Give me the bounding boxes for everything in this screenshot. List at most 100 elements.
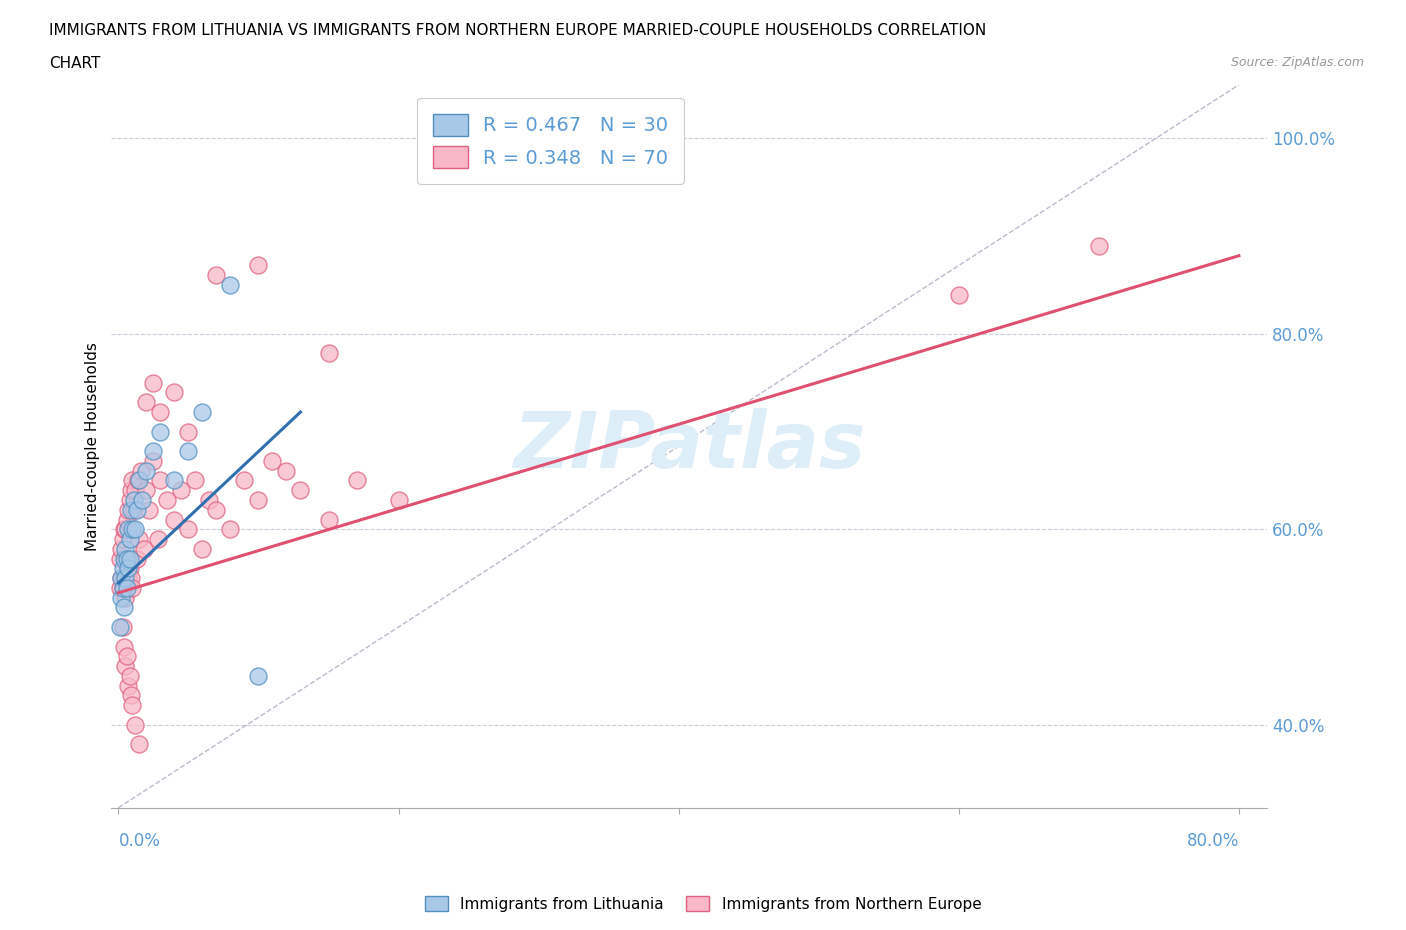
- Point: [112, 639, 135, 654]
- Point: [111, 561, 134, 576]
- Point: [184, 473, 207, 488]
- Point: [346, 473, 368, 488]
- Point: [121, 522, 143, 537]
- Point: [205, 268, 228, 283]
- Point: [177, 522, 200, 537]
- Point: [117, 571, 139, 586]
- Point: [115, 580, 138, 595]
- Point: [112, 551, 135, 566]
- Point: [163, 385, 186, 400]
- Point: [112, 600, 135, 615]
- Point: [118, 532, 141, 547]
- Point: [318, 512, 340, 527]
- Point: [110, 571, 132, 586]
- Y-axis label: Married-couple Households: Married-couple Households: [86, 342, 100, 551]
- Point: [127, 473, 149, 488]
- Point: [115, 551, 138, 566]
- Point: [117, 678, 139, 693]
- Point: [120, 688, 142, 703]
- Point: [114, 522, 136, 537]
- Point: [125, 502, 148, 517]
- Point: [128, 473, 150, 488]
- Point: [170, 483, 193, 498]
- Point: [125, 551, 148, 566]
- Point: [177, 444, 200, 458]
- Point: [122, 493, 145, 508]
- Point: [124, 483, 146, 498]
- Point: [124, 717, 146, 732]
- Point: [177, 424, 200, 439]
- Point: [247, 669, 270, 684]
- Text: Source: ZipAtlas.com: Source: ZipAtlas.com: [1230, 56, 1364, 69]
- Point: [163, 473, 186, 488]
- Point: [110, 591, 132, 605]
- Point: [149, 405, 172, 419]
- Point: [114, 551, 136, 566]
- Point: [156, 493, 179, 508]
- Point: [318, 346, 340, 361]
- Point: [247, 493, 270, 508]
- Point: [114, 571, 136, 586]
- Point: [121, 698, 143, 712]
- Point: [149, 424, 172, 439]
- Point: [121, 473, 143, 488]
- Point: [115, 551, 138, 566]
- Point: [108, 580, 131, 595]
- Point: [112, 571, 135, 586]
- Point: [138, 502, 160, 517]
- Point: [122, 502, 145, 517]
- Point: [219, 277, 242, 292]
- Point: [387, 493, 409, 508]
- Point: [163, 512, 186, 527]
- Point: [948, 287, 970, 302]
- Point: [124, 522, 146, 537]
- Text: IMMIGRANTS FROM LITHUANIA VS IMMIGRANTS FROM NORTHERN EUROPE MARRIED-COUPLE HOUS: IMMIGRANTS FROM LITHUANIA VS IMMIGRANTS …: [49, 23, 987, 38]
- Point: [205, 502, 228, 517]
- Point: [118, 493, 141, 508]
- Point: [129, 463, 152, 478]
- Point: [132, 541, 155, 556]
- Point: [262, 454, 284, 469]
- Point: [198, 493, 221, 508]
- Point: [135, 483, 157, 498]
- Point: [115, 512, 138, 527]
- Point: [191, 405, 214, 419]
- Text: 0.0%: 0.0%: [118, 832, 160, 850]
- Point: [115, 649, 138, 664]
- Point: [142, 454, 165, 469]
- Point: [111, 532, 134, 547]
- Point: [146, 532, 169, 547]
- Point: [247, 258, 270, 272]
- Point: [108, 551, 131, 566]
- Point: [135, 395, 157, 410]
- Point: [111, 580, 134, 595]
- Point: [128, 532, 150, 547]
- Point: [114, 541, 136, 556]
- Point: [121, 580, 143, 595]
- Point: [118, 669, 141, 684]
- Point: [111, 619, 134, 634]
- Text: 80.0%: 80.0%: [1187, 832, 1239, 850]
- Point: [142, 376, 165, 391]
- Point: [131, 493, 153, 508]
- Point: [120, 502, 142, 517]
- Point: [117, 522, 139, 537]
- Point: [111, 580, 134, 595]
- Point: [117, 502, 139, 517]
- Point: [142, 444, 165, 458]
- Point: [120, 571, 142, 586]
- Point: [110, 541, 132, 556]
- Point: [118, 561, 141, 576]
- Point: [112, 522, 135, 537]
- Point: [290, 483, 312, 498]
- Point: [114, 591, 136, 605]
- Point: [108, 619, 131, 634]
- Point: [114, 658, 136, 673]
- Point: [149, 473, 172, 488]
- Text: CHART: CHART: [49, 56, 101, 71]
- Text: ZIPatlas: ZIPatlas: [513, 408, 865, 485]
- Point: [128, 737, 150, 751]
- Point: [120, 483, 142, 498]
- Point: [276, 463, 298, 478]
- Point: [233, 473, 256, 488]
